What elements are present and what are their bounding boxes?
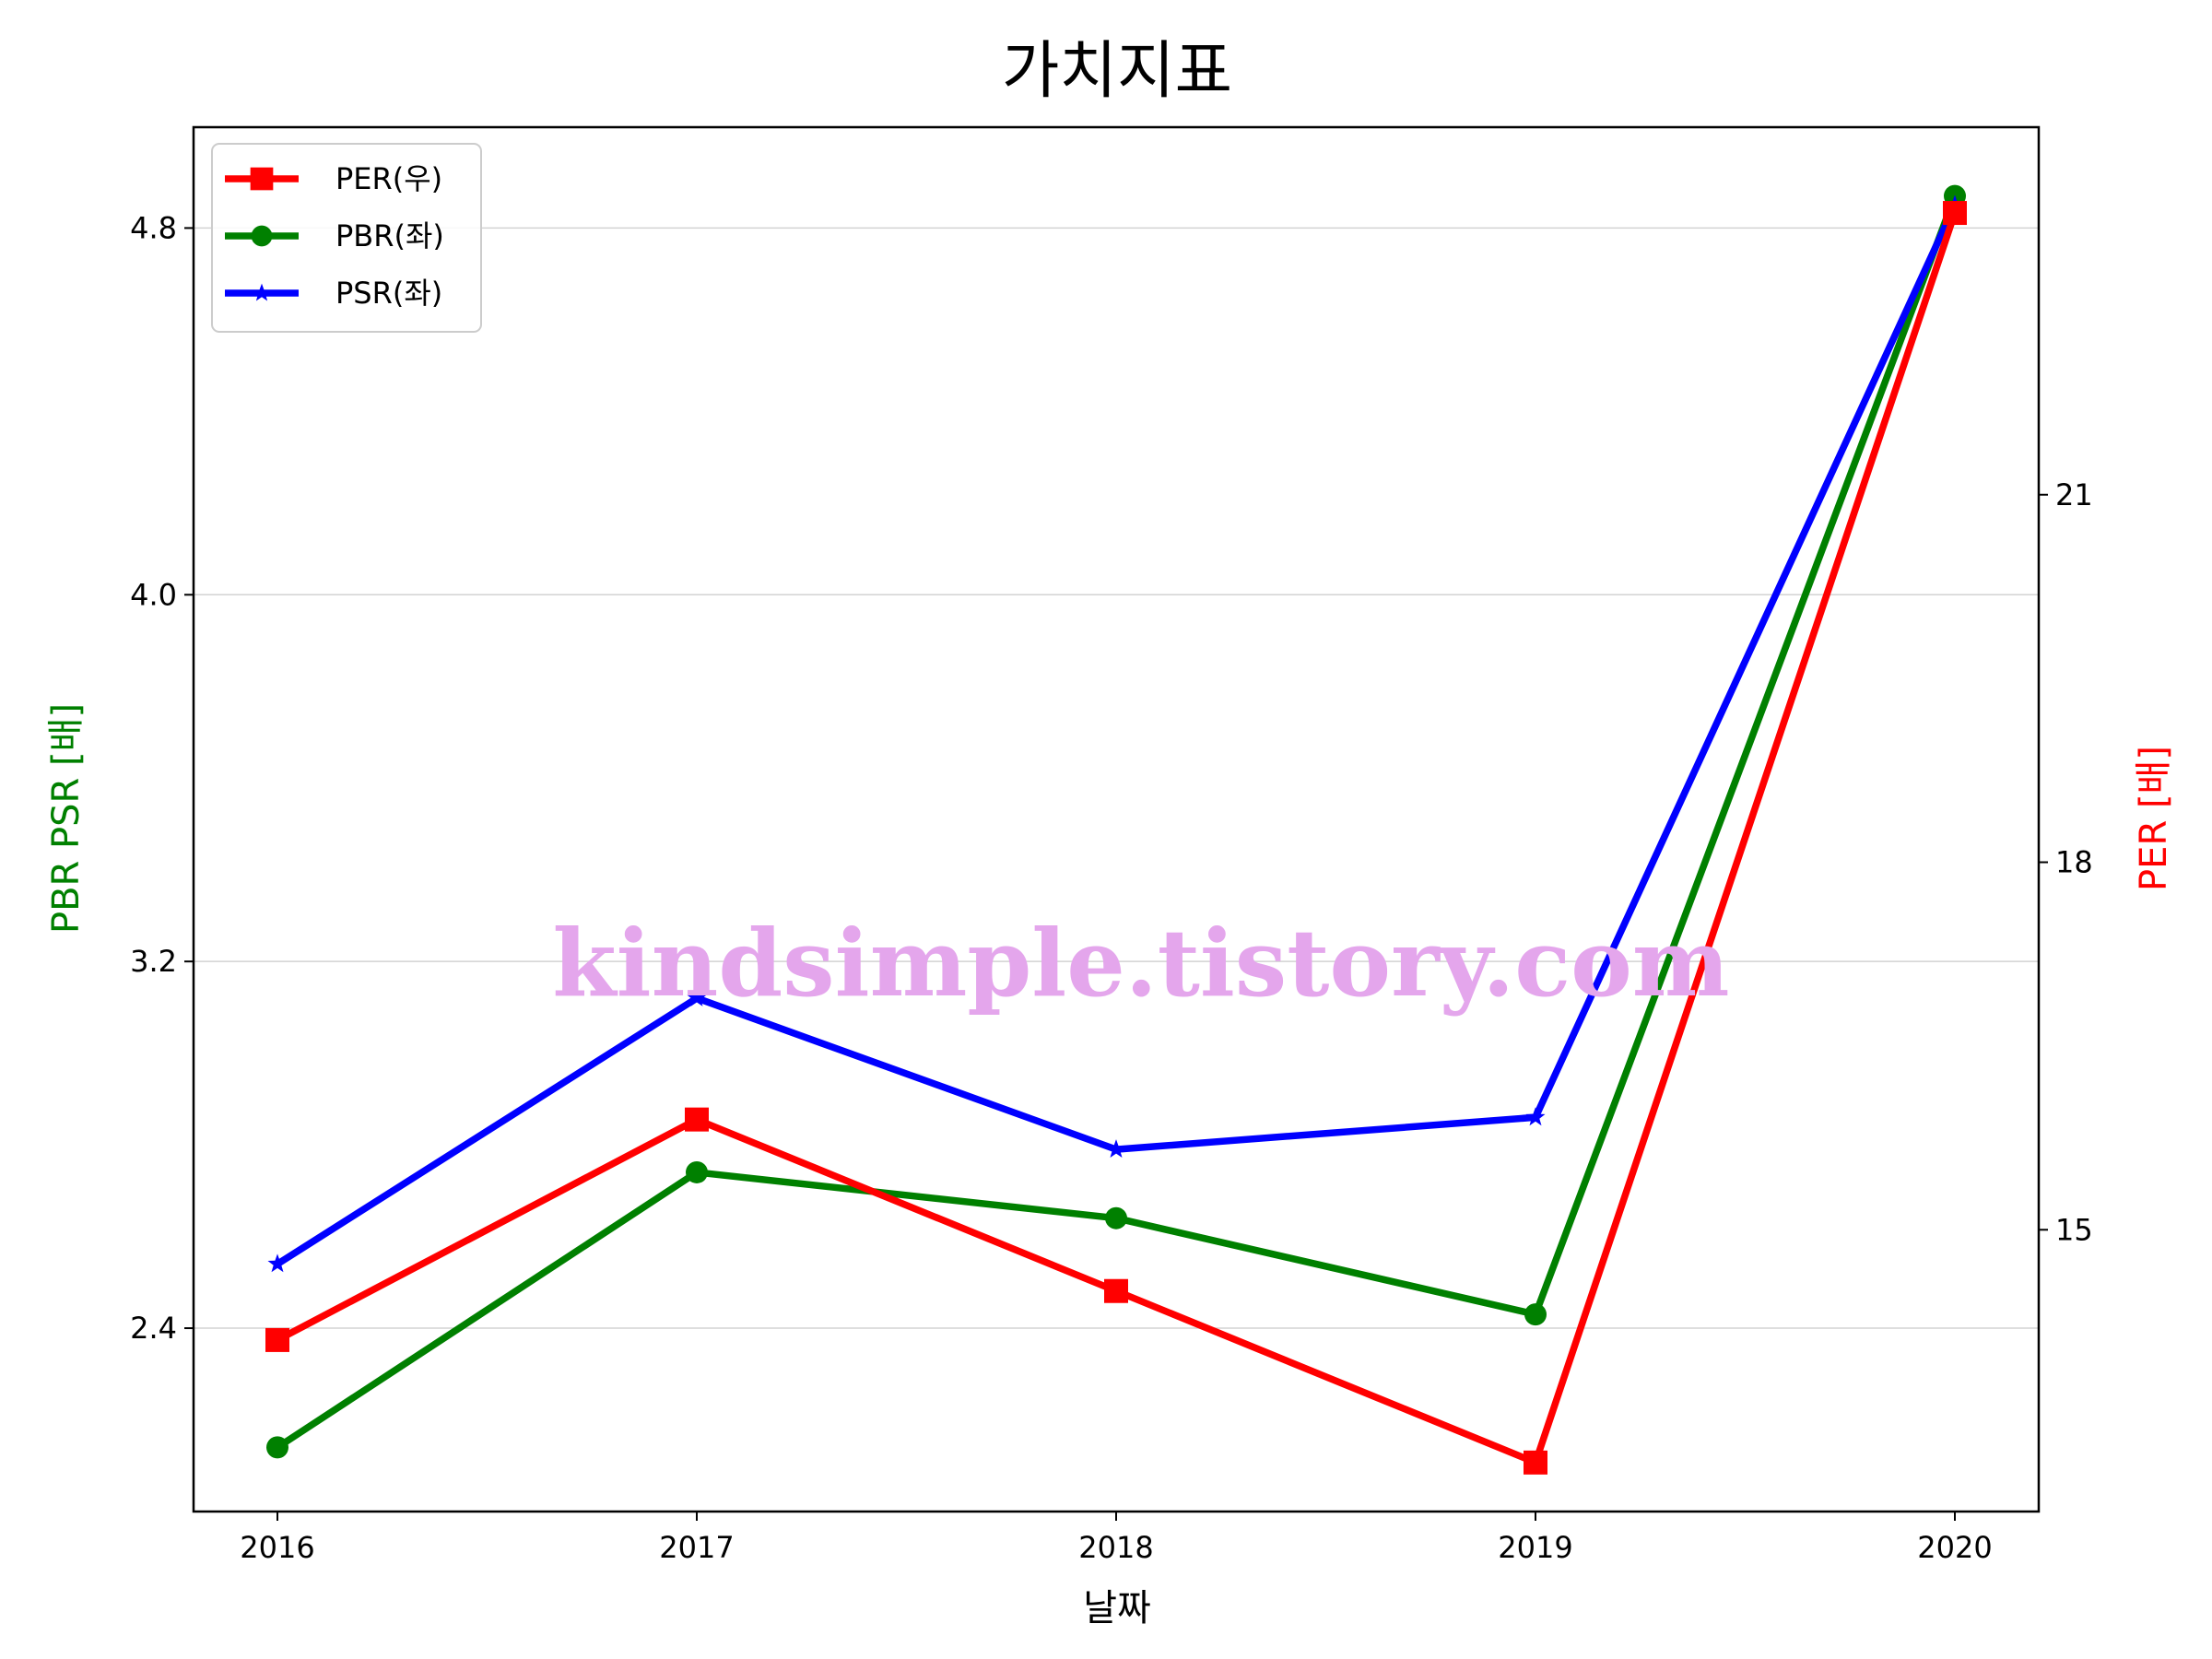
data-point-psr — [1525, 1107, 1546, 1126]
gridlines — [194, 227, 2039, 1329]
x-tick-label: 2019 — [1498, 1530, 1572, 1565]
y-left-tick-label: 4.0 — [130, 577, 177, 612]
legend-label-psr: PSR(좌) — [335, 276, 442, 311]
y-right-tick-label: 15 — [2055, 1212, 2093, 1247]
y-right-tick-label: 18 — [2055, 845, 2093, 880]
legend: PER(우) PBR(좌) PSR(좌) — [211, 143, 482, 333]
data-point-pbr — [1105, 1206, 1127, 1230]
series-pbr — [266, 184, 1966, 1459]
x-tick-label: 2018 — [1078, 1530, 1153, 1565]
series-per — [265, 201, 1967, 1475]
x-tick-label: 2020 — [1917, 1530, 1992, 1565]
data-point-pbr — [686, 1160, 708, 1183]
data-point-per — [1524, 1450, 1547, 1475]
x-axis: 2016 2017 2018 2019 2020 — [240, 1512, 1993, 1565]
x-axis-title: 날짜 — [1083, 1587, 1151, 1630]
y-axis-left: 2.4 3.2 4.0 4.8 — [130, 210, 194, 1346]
x-tick-label: 2016 — [240, 1530, 314, 1565]
y-axis-right: 15 18 21 — [2039, 477, 2093, 1247]
legend-label-pbr: PBR(좌) — [335, 218, 444, 253]
y-axis-left-title: PBR PSR [배] — [45, 703, 88, 934]
data-point-psr — [267, 1253, 288, 1273]
data-point-pbr — [266, 1436, 288, 1459]
data-point-psr — [1106, 1139, 1126, 1158]
data-point-per — [685, 1107, 709, 1132]
data-point-psr — [687, 988, 707, 1006]
legend-marker-pbr — [251, 225, 273, 247]
data-point-per — [1943, 201, 1967, 226]
x-tick-label: 2017 — [659, 1530, 734, 1565]
legend-marker-psr — [253, 283, 271, 301]
data-point-per — [265, 1327, 289, 1352]
data-point-pbr — [1524, 1303, 1547, 1326]
series-layer — [265, 184, 1967, 1475]
y-axis-right-title: PER [배] — [2133, 746, 2175, 891]
legend-label-per: PER(우) — [335, 161, 442, 196]
watermark-text: kindsimple.tistory.com — [552, 909, 1729, 1018]
y-left-tick-label: 4.8 — [130, 210, 177, 245]
legend-box — [211, 143, 482, 333]
y-left-tick-label: 2.4 — [130, 1311, 177, 1346]
legend-marker-per — [250, 167, 274, 191]
y-right-tick-label: 21 — [2055, 477, 2093, 512]
legend-entries: PER(우) PBR(좌) PSR(좌) — [225, 161, 444, 311]
data-point-per — [1104, 1278, 1128, 1303]
chart-title: 가치지표 — [1002, 35, 1232, 108]
y-left-tick-label: 3.2 — [130, 944, 177, 979]
